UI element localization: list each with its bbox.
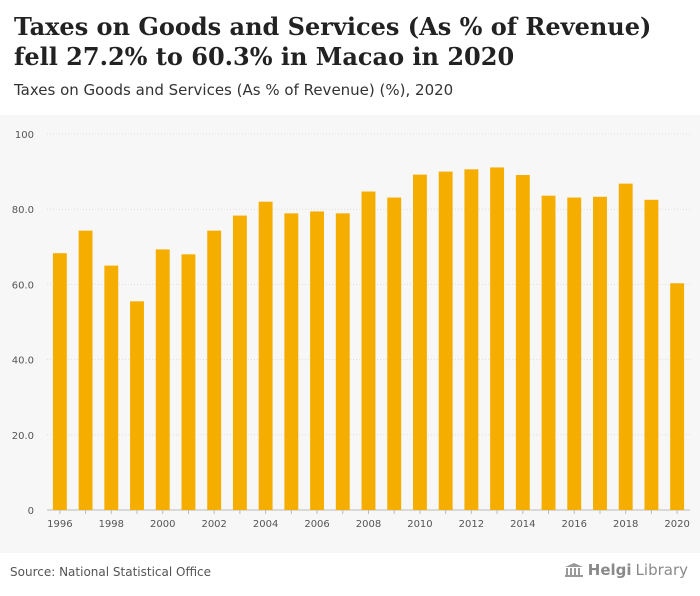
bar-2008 [361,191,376,510]
bar-1997 [78,230,93,510]
bar-2007 [335,213,350,510]
bar-2011 [438,171,453,510]
y-tick-label: 80.0 [12,205,34,216]
bar-2004 [258,201,273,510]
bar-1998 [104,265,119,510]
chart-subtitle: Taxes on Goods and Services (As % of Rev… [14,81,454,99]
bar-1996 [52,253,67,510]
x-tick-label: 2012 [459,519,484,530]
x-tick-label: 2004 [253,519,278,530]
brand-logo: Helgi Library [564,561,688,579]
bar-2018 [618,183,633,510]
brand-name-helgi: Helgi [587,561,632,579]
x-tick-label: 2020 [664,519,689,530]
bar-2000 [155,249,170,510]
bar-2001 [181,254,196,510]
y-tick-label: 0 [28,506,34,517]
chart-panel: 0 20.0 40.0 60.0 80.0 100 1996 1998 2000 2002 2004… [0,115,700,553]
bar-2003 [232,215,247,510]
y-tick-label: 100 [15,130,34,141]
bar-2010 [412,174,427,510]
x-tick-label: 2018 [613,519,638,530]
bar-2014 [515,174,530,510]
brand-name-library: Library [635,561,688,579]
bar-2002 [207,230,222,510]
bar-2016 [567,197,582,510]
bar-2019 [644,199,659,511]
y-tick-label: 40.0 [12,356,34,367]
x-tick-label: 2002 [201,519,226,530]
x-tick-label: 2016 [562,519,587,530]
library-building-icon [564,562,584,578]
bar-2013 [490,167,505,511]
bar-chart: 0 20.0 40.0 60.0 80.0 100 1996 1998 2000 2002 2004… [12,130,690,530]
x-tick-label: 2008 [356,519,381,530]
x-tick-label: 2000 [150,519,175,530]
source-note: Source: National Statistical Office [10,565,212,579]
chart-title: Taxes on Goods and Services (As % of Rev… [14,12,652,71]
x-tick-label: 1996 [47,519,72,530]
bar-2012 [464,169,479,510]
bar-2005 [284,213,299,510]
bar-2015 [541,195,556,510]
bar-2006 [310,211,325,510]
x-tick-label: 1998 [99,519,124,530]
y-tick-label: 60.0 [12,280,34,291]
bar-2020 [670,283,685,510]
bar-1999 [130,301,144,510]
bar-2017 [593,196,607,510]
x-tick-label: 2010 [407,519,432,530]
bar-2009 [387,197,402,510]
x-tick-label: 2014 [510,519,535,530]
y-tick-label: 20.0 [12,431,34,442]
x-tick-label: 2006 [304,519,329,530]
